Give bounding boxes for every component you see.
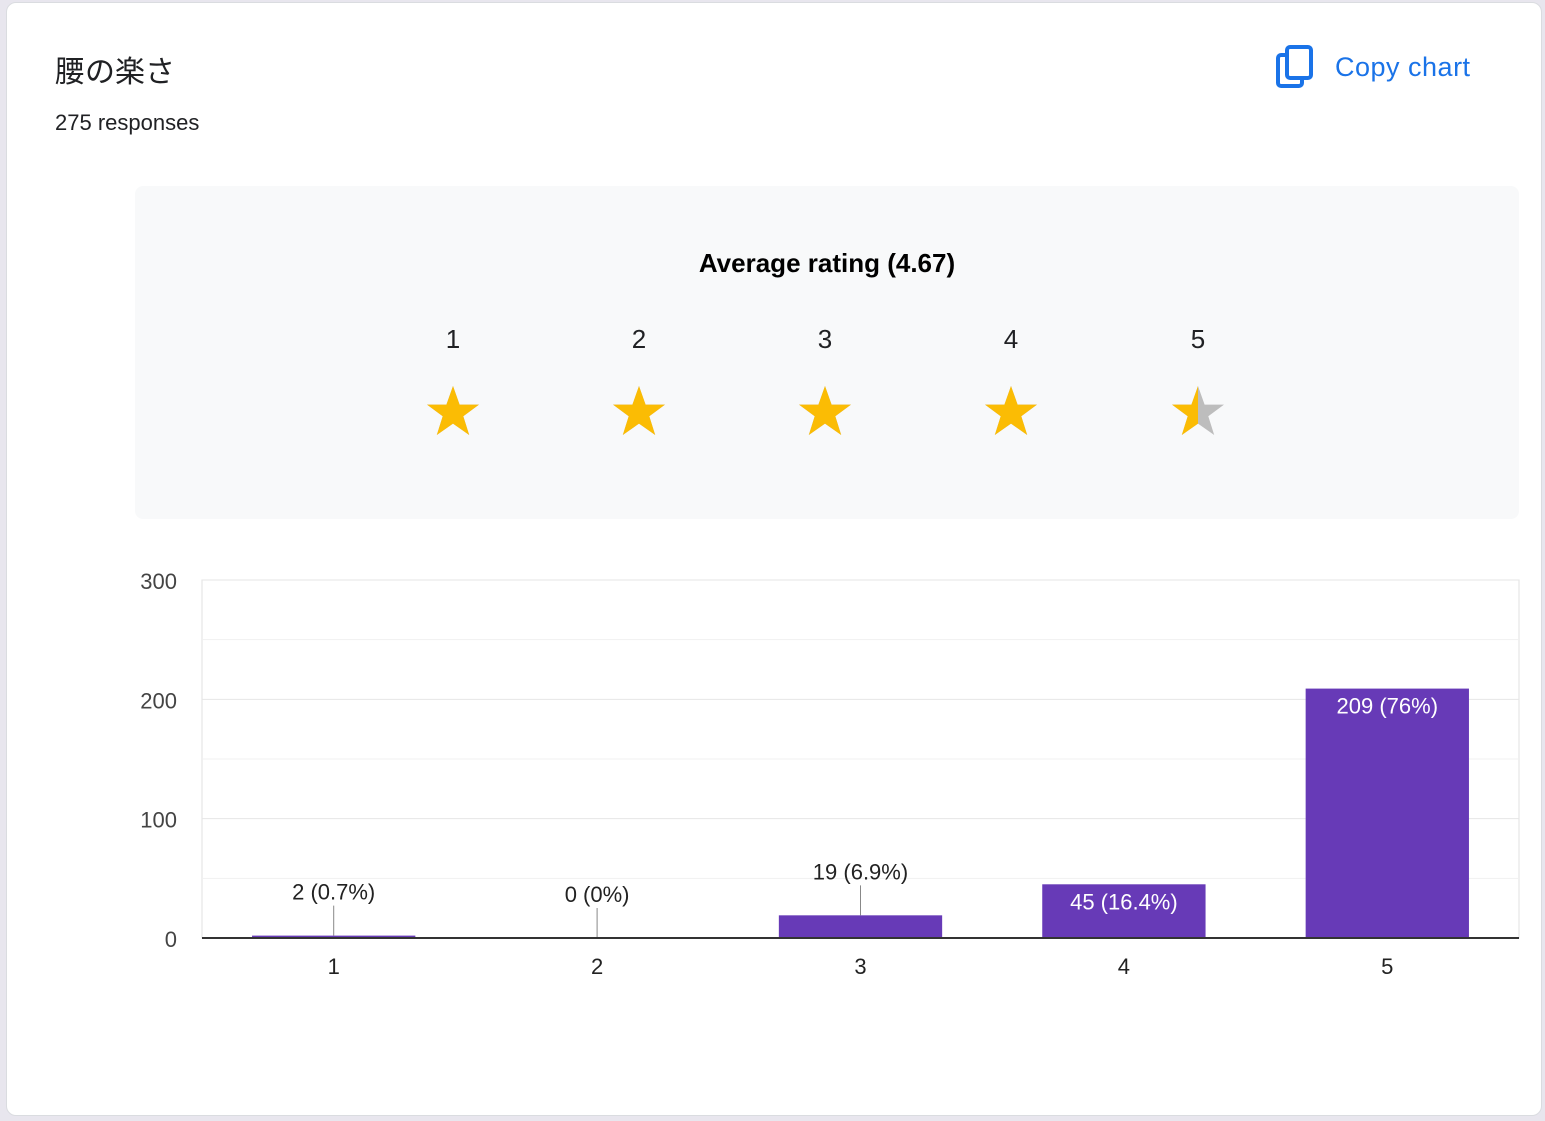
star-rating-1: 1 (413, 324, 493, 445)
star-icon (613, 386, 665, 435)
average-rating-panel: Average rating (4.67) 1 2 3 4 5 (135, 186, 1519, 519)
bar-1 (252, 935, 416, 938)
star-icon (985, 386, 1037, 435)
copy-chart-button[interactable]: Copy chart (1275, 43, 1471, 91)
x-tick-label: 5 (1381, 954, 1393, 979)
y-tick-label: 0 (165, 927, 177, 952)
star-number: 2 (631, 324, 647, 354)
question-title: 腰の楽さ (55, 55, 175, 90)
data-label: 0 (0%) (565, 882, 630, 907)
chart-card: 腰の楽さ 275 responses Copy chart Average ra… (6, 2, 1542, 1116)
y-tick-label: 300 (140, 569, 177, 594)
response-count: 275 responses (55, 110, 200, 135)
average-rating-label: Average rating (4.67) (698, 248, 956, 278)
y-tick-label: 200 (140, 688, 177, 713)
bar-5 (1305, 688, 1469, 938)
data-label: 209 (76%) (1337, 694, 1439, 719)
star-number: 1 (445, 324, 461, 354)
star-rating-2: 2 (599, 324, 679, 445)
x-tick-label: 1 (328, 954, 340, 979)
data-label: 2 (0.7%) (292, 880, 375, 905)
copy-icon (1276, 45, 1313, 88)
x-tick-label: 2 (591, 954, 603, 979)
bar-3 (778, 915, 943, 938)
x-tick-label: 3 (854, 954, 866, 979)
star-number: 3 (817, 324, 833, 354)
x-tick-label: 4 (1118, 954, 1130, 979)
data-label: 45 (16.4%) (1070, 889, 1178, 914)
star-number: 4 (1003, 324, 1019, 354)
bar-4 (1042, 884, 1206, 938)
star-icon (799, 386, 851, 435)
y-tick-label: 100 (140, 808, 177, 833)
star-rating-3: 3 (785, 324, 865, 445)
bar-chart: 0 100 200 300 2 (0.7%) 1 0 (0%) 2 19 (6.9%) 3 45 (… (140, 569, 1520, 979)
data-label: 19 (6.9%) (813, 859, 908, 884)
star-rating-4: 4 (971, 324, 1051, 445)
star-icon (427, 386, 479, 435)
copy-chart-label: Copy chart (1335, 51, 1471, 82)
star-number: 5 (1190, 324, 1206, 354)
star-icon (1172, 386, 1224, 435)
star-rating-5: 5 (1158, 324, 1238, 445)
